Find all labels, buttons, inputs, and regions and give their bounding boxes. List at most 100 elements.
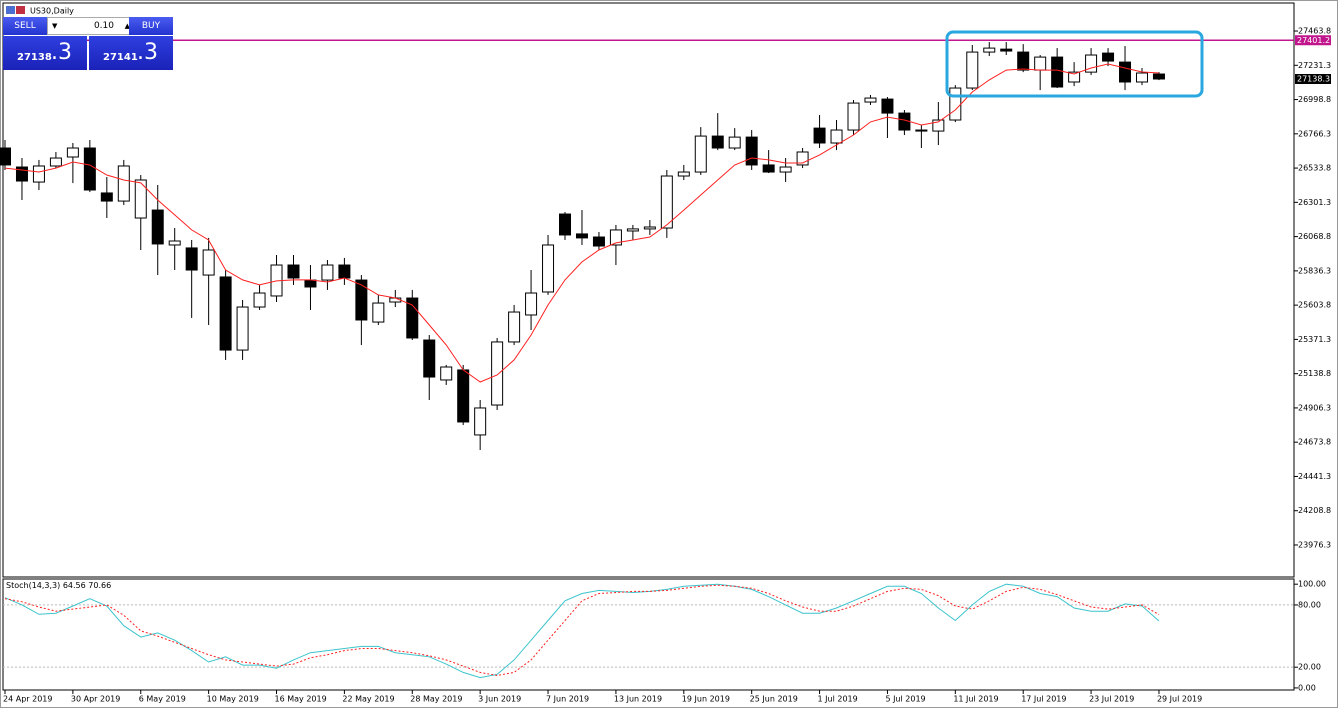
highlight-box [945,30,1204,98]
window-title: US30,Daily [30,7,74,16]
stoch-line [4,584,1160,677]
x-tick-label: 29 Jul 2019 [1157,695,1202,704]
candle-body [406,297,419,339]
candle-body [236,306,249,351]
sell-price[interactable]: 27138.3 [3,36,87,70]
level-label-bg [1295,35,1331,46]
candle-body [32,165,45,183]
x-tick-label: 22 May 2019 [342,695,394,704]
candle-body [660,175,673,229]
y-tick-label: 24208.8 [1298,506,1331,515]
last-price-bg [1295,73,1331,84]
sell-price-fraction: .3 [51,40,72,65]
sell-price-main: 27138 [17,52,52,63]
candle-body [677,171,690,177]
candle-body [1152,73,1165,80]
buy-button[interactable]: BUY [129,17,173,35]
x-tick-label: 28 May 2019 [410,695,462,704]
y-tick-label: 26301.3 [1298,198,1331,207]
candle-body [864,97,877,103]
candle-body [15,166,28,182]
chart-icon [16,6,25,14]
lot-input[interactable]: ▼ 0.10 ▲ [47,17,135,35]
candle-body [49,157,62,167]
stoch-title: Stoch(14,3,3) [6,581,60,590]
candle-body [1017,51,1030,71]
candle-body [1034,56,1047,71]
lot-down[interactable]: ▼ [52,22,58,30]
candle-body [609,229,622,246]
stoch-header: Stoch(14,3,3) 64.56 70.66 [6,581,111,590]
candle-body [508,311,521,343]
candle-body [711,135,724,149]
candle-body [423,339,436,378]
candle-body [287,264,300,279]
candle-body [728,136,741,149]
candle-body [1085,54,1098,73]
y-tick-label: 25138.8 [1298,369,1331,378]
y-tick-label: 24441.3 [1298,472,1331,481]
y-tick-label: 27463.8 [1298,27,1331,36]
moving-average [4,63,1160,383]
candle-body [966,51,979,89]
x-tick-label: 13 Jun 2019 [614,695,662,704]
candle-body [694,135,707,173]
candle-body [117,165,130,202]
candle-body [1119,61,1132,83]
candle-body [847,102,860,131]
candle-body [457,369,470,423]
candle-body [575,233,588,239]
candle-body [372,302,385,323]
candle-body [0,147,11,166]
candle-body [253,292,266,308]
candle-body [1102,52,1115,62]
candle-body [100,192,113,202]
candle-body [168,240,181,246]
x-tick-label: 23 Jul 2019 [1089,695,1134,704]
stoch-line [4,583,1160,679]
candle-body [796,151,809,166]
x-tick-label: 19 Jun 2019 [682,695,730,704]
candle-body [1135,72,1148,83]
main-plot-frame [2,2,1295,578]
x-tick-label: 30 Apr 2019 [71,695,120,704]
candle-body [932,119,945,132]
y-tick-label: 25603.8 [1298,301,1331,310]
candle-body [304,279,317,288]
candle-body [83,147,96,191]
chart-icon [6,6,15,14]
y-tick-label: 80.00 [1298,600,1321,609]
level-label: 27401.2 [1297,36,1330,45]
y-tick-label: 26766.3 [1298,129,1331,138]
lot-up[interactable]: ▲ [124,22,130,30]
candle-body [1051,56,1064,88]
x-tick-label: 25 Jun 2019 [750,695,798,704]
y-tick-label: 24673.8 [1298,438,1331,447]
candle-body [915,129,928,132]
candle-body [355,279,368,321]
y-tick-label: 27231.3 [1298,61,1331,70]
candle-body [338,264,351,279]
candle-body [202,249,215,276]
candle-body [830,129,843,144]
candle-body [219,276,232,351]
sell-button[interactable]: SELL [3,17,47,35]
y-tick-label: 26068.8 [1298,232,1331,241]
buy-price[interactable]: 27141.3 [89,36,173,70]
candle-body [762,164,775,173]
y-tick-label: 26998.8 [1298,95,1331,104]
candle-body [983,47,996,53]
x-tick-label: 24 Apr 2019 [3,695,52,704]
candle-body [745,136,758,166]
lot-value: 0.10 [93,21,114,31]
buy-price-main: 27141 [103,52,138,63]
candle-body [643,226,656,230]
buy-price-fraction: .3 [137,40,158,65]
y-tick-label: 0.00 [1298,683,1316,692]
candle-body [151,209,164,245]
candle-body [1068,71,1081,83]
candle-body [779,166,792,173]
y-tick-label: 100.00 [1298,580,1326,589]
